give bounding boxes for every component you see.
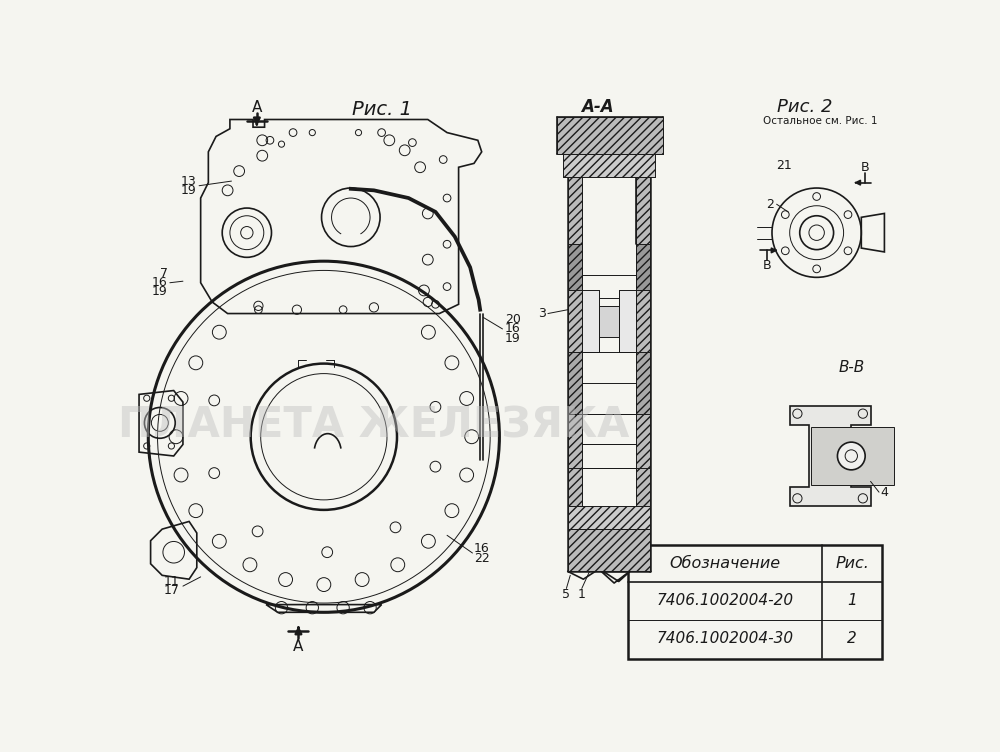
Text: 19: 19 — [181, 183, 197, 197]
Text: 2: 2 — [847, 631, 857, 646]
Text: Обозначение: Обозначение — [669, 556, 781, 571]
Bar — [628, 544, 882, 659]
Bar — [568, 468, 582, 506]
Bar — [557, 117, 663, 154]
Text: Рис. 2: Рис. 2 — [777, 99, 833, 116]
Text: 17: 17 — [164, 584, 180, 597]
Text: B-B: B-B — [838, 360, 864, 375]
Text: 19: 19 — [505, 332, 521, 344]
Text: 16: 16 — [505, 323, 521, 335]
Text: A: A — [252, 100, 262, 115]
Text: 16: 16 — [152, 276, 168, 290]
Text: 1: 1 — [847, 593, 857, 608]
Text: 11: 11 — [164, 575, 180, 588]
Bar — [568, 529, 650, 572]
Text: 16: 16 — [474, 542, 490, 555]
Text: 2: 2 — [766, 198, 774, 211]
Text: 22: 22 — [474, 552, 490, 565]
Text: B: B — [861, 161, 869, 174]
Bar — [563, 154, 655, 177]
Bar — [568, 244, 582, 290]
Bar — [619, 290, 636, 352]
Text: Рис. 1: Рис. 1 — [352, 100, 412, 119]
Bar — [636, 468, 650, 506]
Text: 19: 19 — [152, 286, 168, 299]
Text: 3: 3 — [538, 307, 546, 320]
Text: B: B — [762, 259, 771, 272]
Text: 7: 7 — [160, 267, 168, 280]
Bar — [574, 275, 643, 298]
Circle shape — [837, 442, 865, 470]
Text: A: A — [293, 638, 304, 653]
Text: 13: 13 — [181, 174, 197, 187]
Text: A-A: A-A — [581, 99, 614, 116]
Text: 7406.1002004-30: 7406.1002004-30 — [656, 631, 794, 646]
Bar — [811, 426, 894, 485]
Text: ПЛАНЕТА ЖЕЛЕЗЯКА: ПЛАНЕТА ЖЕЛЕЗЯКА — [118, 404, 630, 446]
Text: Рис.: Рис. — [835, 556, 869, 571]
Text: 1: 1 — [578, 588, 586, 601]
Bar — [636, 244, 650, 290]
Bar — [572, 444, 646, 468]
Text: 20: 20 — [505, 313, 521, 326]
Text: Остальное см. Рис. 1: Остальное см. Рис. 1 — [763, 116, 878, 126]
Bar — [568, 506, 650, 529]
Bar — [582, 290, 599, 352]
Text: 4: 4 — [881, 486, 888, 499]
Bar — [599, 306, 619, 337]
Bar — [636, 177, 650, 470]
Polygon shape — [790, 406, 871, 506]
Text: 7406.1002004-20: 7406.1002004-20 — [656, 593, 794, 608]
Text: 21: 21 — [776, 159, 791, 172]
Bar — [636, 352, 650, 414]
Bar — [568, 352, 582, 414]
Bar — [568, 177, 582, 470]
Text: 5: 5 — [562, 588, 570, 601]
